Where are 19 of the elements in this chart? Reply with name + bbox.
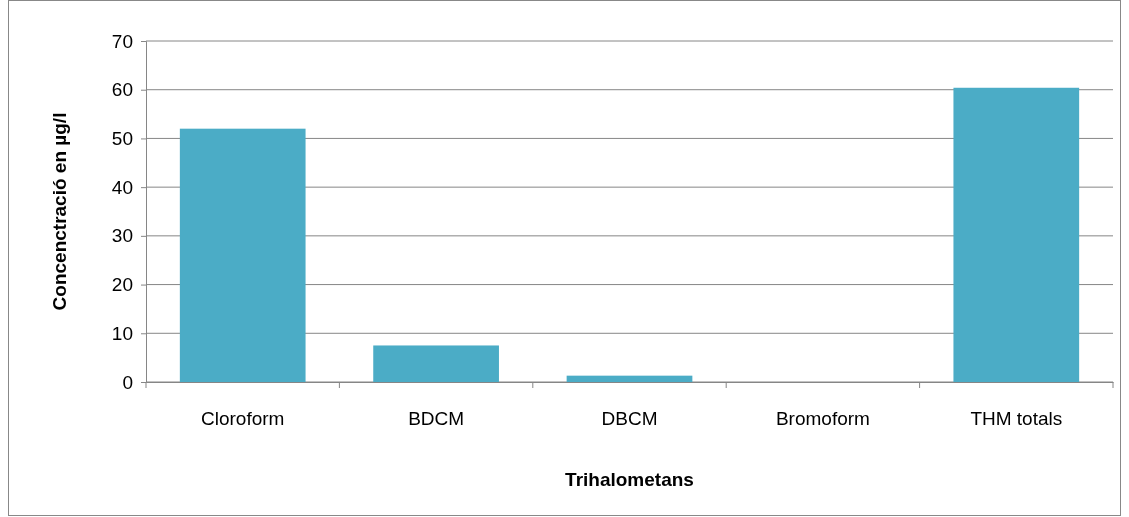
y-axis-title: Concenctració en µg/l	[49, 112, 70, 311]
y-tick-label: 20	[111, 274, 133, 296]
bar	[953, 87, 1080, 382]
y-tick-label: 0	[122, 371, 133, 393]
x-tick-label: Cloroform	[201, 408, 285, 430]
x-tick-label: DBCM	[601, 408, 658, 430]
y-tick-label: 40	[111, 176, 133, 198]
bar	[179, 128, 306, 382]
y-tick-label: 50	[111, 128, 133, 150]
y-tick-label: 30	[111, 225, 133, 247]
x-tick-label: THM totals	[970, 408, 1063, 430]
x-tick-label: Bromoform	[775, 408, 870, 430]
y-tick-label: 60	[111, 79, 133, 101]
x-axis-title: Trihalometans	[565, 469, 694, 490]
bar	[566, 375, 693, 382]
y-tick-label: 10	[111, 322, 133, 344]
x-tick-label: BDCM	[408, 408, 465, 430]
y-tick-label: 70	[111, 30, 133, 52]
bar	[373, 345, 499, 382]
